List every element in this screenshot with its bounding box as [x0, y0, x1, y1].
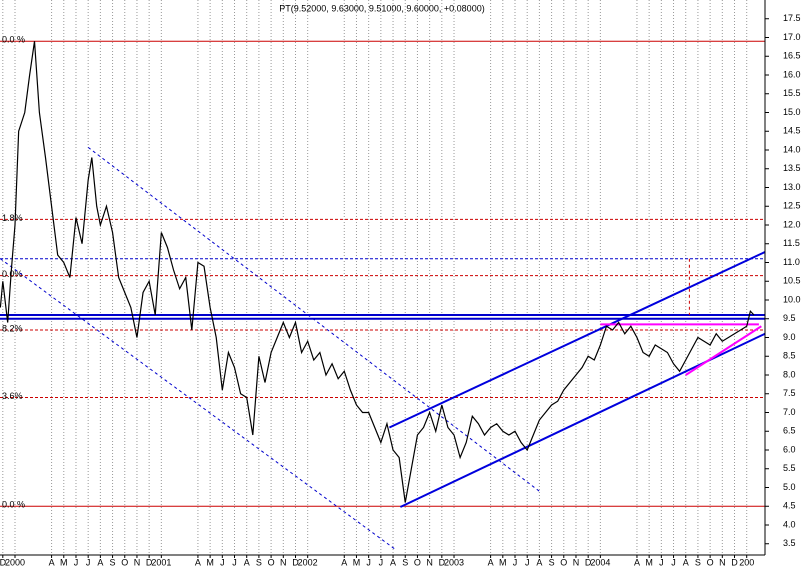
x-tick-label: D: [292, 557, 299, 567]
x-tick-label: 2004: [590, 557, 610, 567]
y-tick-label: 9.0: [783, 332, 796, 342]
x-tick-label: M: [645, 557, 653, 567]
x-tick-label: O: [268, 557, 275, 567]
x-tick-label: O: [414, 557, 421, 567]
x-tick-label: J: [86, 557, 91, 567]
level-label: 1.8%: [2, 213, 23, 223]
y-tick-label: 16.0: [783, 69, 801, 79]
x-tick-label: A: [195, 557, 201, 567]
x-tick-label: S: [256, 557, 262, 567]
y-tick-label: 13.0: [783, 182, 801, 192]
x-tick-label: A: [244, 557, 250, 567]
overlay-layer: 0.0 % 1.8% 0.0% 8.2% 3.6% 0.0 %: [0, 35, 765, 550]
trend-line: [87, 146, 540, 492]
x-tick-label: A: [488, 557, 494, 567]
x-tick-label: J: [220, 557, 225, 567]
x-tick-label: M: [353, 557, 361, 567]
x-tick-label: A: [390, 557, 396, 567]
x-tick-label: A: [341, 557, 347, 567]
x-tick-label: A: [536, 557, 542, 567]
y-tick-label: 11.5: [783, 238, 800, 248]
y-tick-label: 8.5: [783, 351, 796, 361]
y-tick-label: 16.5: [783, 51, 801, 61]
y-tick-label: 12.0: [783, 219, 801, 229]
x-tick-label: S: [549, 557, 555, 567]
y-tick-label: 14.0: [783, 144, 801, 154]
y-tick-label: 15.5: [783, 88, 801, 98]
y-tick-label: 5.5: [783, 463, 796, 473]
y-tick-label: 4.5: [783, 501, 796, 511]
x-tick-label: N: [426, 557, 433, 567]
x-tick-label: J: [671, 557, 676, 567]
x-tick-label: S: [110, 557, 116, 567]
x-tick-label: D: [585, 557, 592, 567]
x-tick-label: N: [719, 557, 726, 567]
x-tick-label: J: [379, 557, 384, 567]
y-tick-label: 7.0: [783, 407, 796, 417]
x-tick-label: 2000: [5, 557, 25, 567]
y-tick-label: 15.0: [783, 107, 801, 117]
x-tick-label: 2002: [298, 557, 318, 567]
y-tick-label: 5.0: [783, 482, 796, 492]
x-tick-label: A: [97, 557, 103, 567]
x-tick-label: A: [683, 557, 689, 567]
y-tick-label: 17.0: [783, 32, 801, 42]
level-label: 0.0 %: [2, 500, 25, 510]
x-tick-label: S: [695, 557, 701, 567]
x-tick-label: O: [707, 557, 714, 567]
y-tick-label: 17.5: [783, 13, 801, 23]
x-tick-label: 2003: [444, 557, 464, 567]
y-tick-label: 3.5: [783, 538, 796, 548]
y-tick-label: 10.5: [783, 276, 801, 286]
x-tick-label: J: [513, 557, 518, 567]
x-tick-label: J: [659, 557, 664, 567]
y-tick-label: 6.5: [783, 426, 796, 436]
y-tick-label: 14.5: [783, 126, 801, 136]
x-tick-label: N: [134, 557, 141, 567]
x-tick-label: J: [525, 557, 530, 567]
trend-line: [388, 251, 765, 429]
x-tick-label: S: [402, 557, 408, 567]
chart-title: PT(9.52000, 9.63000, 9.51000, 9.60000, +…: [279, 3, 484, 13]
x-tick-label: D: [146, 557, 153, 567]
x-tick-label: D: [439, 557, 446, 567]
y-tick-label: 6.0: [783, 444, 796, 454]
level-label: 0.0 %: [2, 35, 25, 45]
x-tick-label: N: [280, 557, 287, 567]
y-tick-label: 9.5: [783, 313, 796, 323]
y-tick-label: 8.0: [783, 369, 796, 379]
x-tick-label: D: [0, 557, 7, 567]
x-tick-label: N: [573, 557, 580, 567]
x-tick-label: J: [74, 557, 79, 567]
grid-layer: [2, 0, 748, 555]
trend-line: [685, 325, 762, 376]
price-line: [0, 41, 755, 503]
x-tick-label: O: [560, 557, 567, 567]
x-tick-label: O: [121, 557, 128, 567]
x-tick-label: 2001: [151, 557, 171, 567]
y-tick-label: 13.5: [783, 163, 801, 173]
y-tick-label: 10.0: [783, 294, 801, 304]
y-tick-label: 11.0: [783, 257, 800, 267]
level-label: 3.6%: [2, 391, 23, 401]
level-label: 8.2%: [2, 323, 23, 333]
y-tick-label: 4.0: [783, 519, 796, 529]
y-tick-label: 12.5: [783, 201, 801, 211]
x-tick-label: M: [206, 557, 214, 567]
x-tick-label: 200: [739, 557, 754, 567]
x-tick-label: D: [731, 557, 738, 567]
x-tick-label: A: [49, 557, 55, 567]
x-tick-label: A: [634, 557, 640, 567]
x-tick-label: J: [232, 557, 237, 567]
level-label: 0.0%: [2, 269, 23, 279]
x-tick-label: M: [499, 557, 507, 567]
y-tick-label: 7.5: [783, 388, 796, 398]
x-tick-label: J: [366, 557, 371, 567]
x-tick-label: M: [60, 557, 68, 567]
